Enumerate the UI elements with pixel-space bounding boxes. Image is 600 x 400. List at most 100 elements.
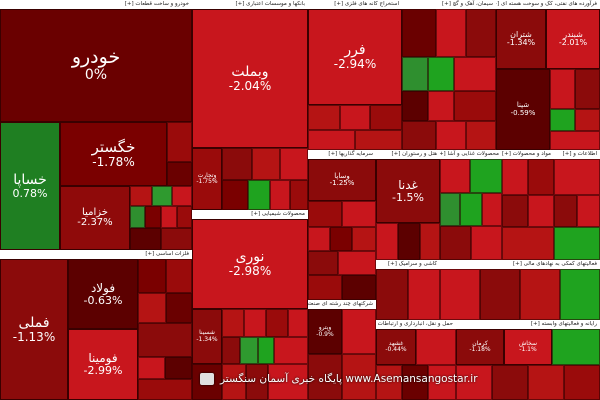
- mini-tech-2[interactable]: [554, 195, 577, 227]
- mini-auto-7[interactable]: [145, 206, 161, 228]
- mini-inv-4[interactable]: [330, 227, 352, 251]
- sector-header-pharma[interactable]: مواد و محصولات [+]: [502, 150, 554, 159]
- mini-tech-3[interactable]: [577, 195, 600, 227]
- mini-food-2[interactable]: [470, 159, 502, 193]
- tile-shetran[interactable]: شتران -1.34%: [496, 9, 546, 69]
- tile-shesina[interactable]: شسینا -1.34%: [192, 309, 222, 364]
- mini-chem-7[interactable]: [258, 337, 274, 364]
- mini-food-5[interactable]: [482, 193, 502, 226]
- mini-bank-6[interactable]: [270, 180, 290, 210]
- mini-ls-3[interactable]: [520, 269, 560, 320]
- mini-cem-5[interactable]: [428, 57, 454, 91]
- mini-oil-2[interactable]: [575, 69, 600, 109]
- sector-header-nonmetal[interactable]: کاشی و سرامیک [+]: [376, 260, 440, 269]
- mini-chem-1[interactable]: [222, 309, 244, 337]
- mini-ls-4[interactable]: [560, 269, 600, 320]
- mini-oil-3[interactable]: [550, 109, 575, 131]
- sector-header-banks[interactable]: بانکها و موسسات اعتباری [+]: [192, 0, 308, 9]
- mini-metal-5[interactable]: [138, 323, 192, 357]
- mini-auto-6[interactable]: [130, 206, 145, 228]
- mini-ph-2[interactable]: [528, 159, 554, 195]
- mini-oil-4[interactable]: [575, 109, 600, 131]
- mini-tech-1[interactable]: [554, 159, 600, 195]
- mini-auto-11[interactable]: [161, 228, 192, 250]
- mini-tech-4[interactable]: [554, 227, 600, 260]
- mini-inv-8[interactable]: [308, 275, 342, 300]
- mini-ph-5[interactable]: [502, 227, 554, 260]
- mini-co-4[interactable]: [528, 365, 564, 400]
- mini-ph-1[interactable]: [502, 159, 528, 195]
- tile-khodro[interactable]: خودرو 0%: [0, 9, 192, 122]
- tile-vebmellat[interactable]: وبملت -2.04%: [192, 9, 308, 148]
- tile-fameli[interactable]: فملی -1.13%: [0, 259, 68, 400]
- mini-inv-5[interactable]: [352, 227, 376, 251]
- sector-header-cement[interactable]: سیمان، آهک و گچ [+]: [402, 0, 496, 9]
- tile-kehmaz[interactable]: کرمان -1.18%: [456, 329, 504, 365]
- tile-shepna[interactable]: شپنا -0.59%: [496, 69, 550, 150]
- mini-inv-2[interactable]: [342, 201, 376, 227]
- mini-tr-1[interactable]: [416, 329, 456, 365]
- mini-auto-9[interactable]: [177, 206, 192, 228]
- mini-tr-3[interactable]: [402, 365, 428, 400]
- mini-mass-1[interactable]: [376, 223, 398, 260]
- sector-header-multi[interactable]: شرکتهای چند رشته ای صنعتی [+]: [308, 300, 376, 309]
- mini-nm-2[interactable]: [408, 269, 440, 320]
- mini-co-1[interactable]: [552, 329, 600, 365]
- mini-inv-6[interactable]: [308, 251, 338, 275]
- mini-chem-5[interactable]: [222, 337, 240, 364]
- mini-ls-2[interactable]: [480, 269, 520, 320]
- mini-ph-4[interactable]: [528, 195, 554, 227]
- mini-oil-1[interactable]: [550, 69, 575, 109]
- sector-header-auto[interactable]: خودرو و ساخت قطعات [+]: [0, 0, 192, 9]
- mini-food-1[interactable]: [440, 159, 470, 193]
- mini-chem-2[interactable]: [244, 309, 266, 337]
- mini-metal-6[interactable]: [138, 357, 165, 379]
- mini-cem-6[interactable]: [454, 57, 496, 91]
- mini-metal-8[interactable]: [138, 379, 192, 400]
- mini-auto-5[interactable]: [172, 186, 192, 206]
- sector-header-mass-lenders[interactable]: هتل و رستوران [+]: [376, 150, 440, 159]
- mini-metal-2[interactable]: [166, 259, 192, 293]
- mini-food-3[interactable]: [440, 193, 460, 226]
- mini-mu-3[interactable]: [342, 354, 376, 400]
- mini-ph-3[interactable]: [502, 195, 528, 227]
- mini-cem-8[interactable]: [428, 91, 454, 121]
- tile-khasapa[interactable]: خساپا 0.78%: [0, 122, 60, 250]
- tile-foomina[interactable]: فومینا -2.99%: [68, 329, 138, 400]
- sector-header-oil[interactable]: فرآورده های نفتی، کک و سوخت هسته ای [+]: [496, 0, 600, 9]
- mini-bank-3[interactable]: [280, 148, 308, 180]
- mini-oil-5[interactable]: [550, 131, 600, 150]
- mini-cem-4[interactable]: [402, 57, 428, 91]
- mini-co-2[interactable]: [456, 365, 492, 400]
- mini-food-4[interactable]: [460, 193, 482, 226]
- mini-bank-2[interactable]: [252, 148, 280, 180]
- mini-ls-1[interactable]: [440, 269, 480, 320]
- mini-bank-7[interactable]: [290, 180, 308, 210]
- mini-food-6[interactable]: [440, 226, 471, 260]
- mini-metal-1[interactable]: [138, 259, 166, 293]
- mini-tr-2[interactable]: [376, 365, 402, 400]
- mini-cem-10[interactable]: [402, 121, 436, 150]
- mini-chem-3[interactable]: [266, 309, 288, 337]
- mini-inv-7[interactable]: [338, 251, 376, 275]
- mini-metal-7[interactable]: [165, 357, 192, 379]
- tile-far[interactable]: فرر -2.94%: [308, 9, 402, 105]
- mini-auto-2[interactable]: [167, 162, 192, 186]
- mini-auto-4[interactable]: [152, 186, 172, 206]
- mini-auto-8[interactable]: [161, 206, 177, 228]
- sector-header-tech[interactable]: اطلاعات و [+]: [554, 150, 600, 159]
- mini-bank-1[interactable]: [222, 148, 252, 180]
- mini-inv-1[interactable]: [308, 201, 342, 227]
- tile-shebandar[interactable]: شبندر -2.01%: [546, 9, 600, 69]
- sector-header-leasing[interactable]: فعالیتهای کمکی به نهادهای مالی [+]: [440, 260, 600, 269]
- tile-khazamia[interactable]: خزامیا -2.37%: [60, 186, 130, 250]
- mini-cem-7[interactable]: [402, 91, 428, 121]
- tile-vsapa[interactable]: وساپا -1.25%: [308, 159, 376, 201]
- mini-inv-3[interactable]: [308, 227, 330, 251]
- tile-foolad[interactable]: فولاد -0.63%: [68, 259, 138, 329]
- mini-co-3[interactable]: [492, 365, 528, 400]
- tile-noori[interactable]: نوری -2.98%: [192, 219, 308, 309]
- tile-vtejarat[interactable]: وتجارت -1.75%: [192, 148, 222, 210]
- sector-header-realestate[interactable]: استخراج کانه های فلزی [+]: [308, 0, 402, 9]
- mini-auto-10[interactable]: [130, 228, 161, 250]
